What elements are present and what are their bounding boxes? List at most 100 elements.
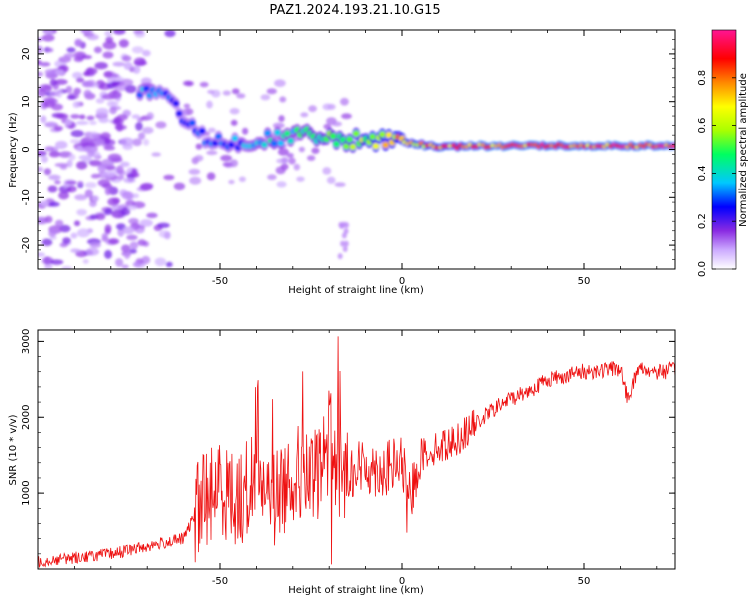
heatmap-speckle bbox=[76, 208, 87, 216]
heatmap-speckle bbox=[49, 78, 57, 87]
heatmap-speckle bbox=[70, 248, 81, 253]
heatmap-cell bbox=[369, 133, 376, 140]
heatmap-speckle bbox=[54, 219, 64, 227]
heatmap-speckle bbox=[281, 156, 289, 164]
spectrogram-y-tick-label: 0 bbox=[21, 146, 32, 152]
heatmap-speckle bbox=[195, 143, 203, 150]
snr-y-axis-label: SNR (10 * v/v) bbox=[8, 414, 19, 485]
heatmap-speckle bbox=[308, 105, 317, 113]
heatmap-speckle bbox=[139, 219, 153, 227]
heatmap-speckle bbox=[104, 208, 113, 216]
heatmap-speckle bbox=[116, 114, 128, 121]
heatmap-speckle bbox=[188, 168, 201, 175]
colorbar-tick-label: 0.0 bbox=[697, 261, 708, 277]
heatmap-speckle bbox=[118, 39, 129, 48]
heatmap-speckle bbox=[137, 239, 147, 246]
heatmap-speckle bbox=[267, 174, 277, 181]
colorbar-tick-label: 0.6 bbox=[697, 118, 708, 134]
colorbar-ticks: 0.0 0.2 0.4 0.6 0.8 bbox=[697, 70, 736, 277]
spectrogram-x-tick-label: 0 bbox=[399, 276, 405, 287]
heatmap-speckle bbox=[274, 79, 286, 87]
heatmap-speckle bbox=[65, 118, 73, 126]
heatmap-speckle bbox=[43, 168, 52, 176]
spectrogram-x-tick-label: -50 bbox=[212, 276, 228, 287]
heatmap-speckle bbox=[146, 112, 154, 120]
heatmap-speckle bbox=[63, 183, 70, 188]
heatmap-speckle bbox=[341, 113, 352, 120]
heatmap-speckle bbox=[121, 264, 129, 269]
snr-plot-area bbox=[38, 330, 675, 569]
heatmap-speckle bbox=[340, 240, 346, 247]
heatmap-speckle bbox=[41, 34, 55, 42]
heatmap-speckle bbox=[54, 162, 69, 167]
heatmap-cell bbox=[284, 130, 291, 137]
heatmap-speckle bbox=[131, 46, 144, 54]
heatmap-speckle bbox=[115, 258, 124, 267]
heatmap-speckle bbox=[131, 168, 138, 177]
heatmap-speckle bbox=[45, 121, 57, 127]
heatmap-speckle bbox=[117, 174, 125, 180]
heatmap-speckle bbox=[111, 73, 119, 78]
heatmap-speckle bbox=[120, 137, 134, 147]
heatmap-speckle bbox=[121, 244, 131, 253]
snr-x-axis-label: Height of straight line (km) bbox=[288, 585, 424, 596]
heatmap-speckle bbox=[56, 113, 69, 120]
heatmap-cell bbox=[382, 142, 389, 149]
heatmap-speckle bbox=[343, 240, 349, 247]
colorbar-tick-label: 0.4 bbox=[697, 165, 708, 181]
heatmap-speckle bbox=[101, 93, 116, 100]
colorbar-label: Normalized spectral amplitude bbox=[738, 73, 749, 227]
heatmap-speckle bbox=[40, 155, 48, 163]
heatmap-speckle bbox=[120, 161, 130, 168]
heatmap-cell bbox=[189, 119, 196, 126]
heatmap-cell bbox=[352, 130, 360, 137]
heatmap-speckle bbox=[163, 174, 175, 181]
heatmap-speckle bbox=[81, 80, 94, 88]
heatmap-speckle bbox=[296, 176, 305, 182]
heatmap-speckle bbox=[129, 248, 137, 254]
heatmap-speckle bbox=[123, 250, 131, 260]
heatmap-speckle bbox=[70, 232, 78, 239]
heatmap-speckle bbox=[49, 259, 64, 265]
heatmap-speckle bbox=[135, 122, 143, 131]
heatmap-speckle bbox=[275, 166, 286, 175]
heatmap-speckle bbox=[42, 30, 54, 35]
heatmap-speckle bbox=[129, 241, 139, 250]
heatmap-speckle bbox=[189, 176, 202, 185]
heatmap-speckle bbox=[104, 30, 113, 37]
heatmap-speckle bbox=[87, 149, 95, 157]
heatmap-speckle bbox=[74, 38, 83, 47]
heatmap-speckle bbox=[44, 68, 57, 75]
heatmap-speckle bbox=[104, 224, 112, 233]
heatmap-speckle bbox=[206, 100, 213, 109]
heatmap-cell bbox=[198, 128, 206, 135]
heatmap-speckle bbox=[241, 127, 249, 135]
heatmap-speckle bbox=[326, 176, 336, 184]
heatmap-speckle bbox=[81, 30, 92, 35]
heatmap-speckle bbox=[66, 95, 76, 100]
heatmap-speckle bbox=[54, 140, 68, 150]
heatmap-speckle bbox=[73, 220, 81, 227]
heatmap-speckle bbox=[230, 119, 238, 126]
heatmap-speckle bbox=[182, 80, 193, 86]
heatmap-speckle bbox=[121, 191, 134, 200]
heatmap-speckle bbox=[84, 189, 93, 198]
heatmap-speckle bbox=[112, 76, 125, 82]
heatmap-speckle bbox=[293, 163, 301, 171]
heatmap-speckle bbox=[71, 71, 83, 79]
heatmap-speckle bbox=[53, 125, 64, 131]
heatmap-speckle bbox=[322, 167, 332, 175]
heatmap-speckle bbox=[44, 215, 53, 224]
heatmap-speckle bbox=[62, 237, 71, 244]
heatmap-speckle bbox=[128, 218, 139, 225]
heatmap-cell bbox=[346, 136, 353, 143]
heatmap-speckle bbox=[306, 155, 316, 161]
heatmap-speckle bbox=[322, 103, 333, 111]
heatmap-speckle bbox=[48, 201, 60, 207]
heatmap-speckle bbox=[164, 30, 176, 38]
heatmap-speckle bbox=[77, 180, 84, 185]
heatmap-cell bbox=[231, 135, 239, 142]
heatmap-speckle bbox=[288, 157, 296, 165]
heatmap-speckle bbox=[337, 253, 343, 260]
heatmap-speckle bbox=[89, 120, 97, 126]
